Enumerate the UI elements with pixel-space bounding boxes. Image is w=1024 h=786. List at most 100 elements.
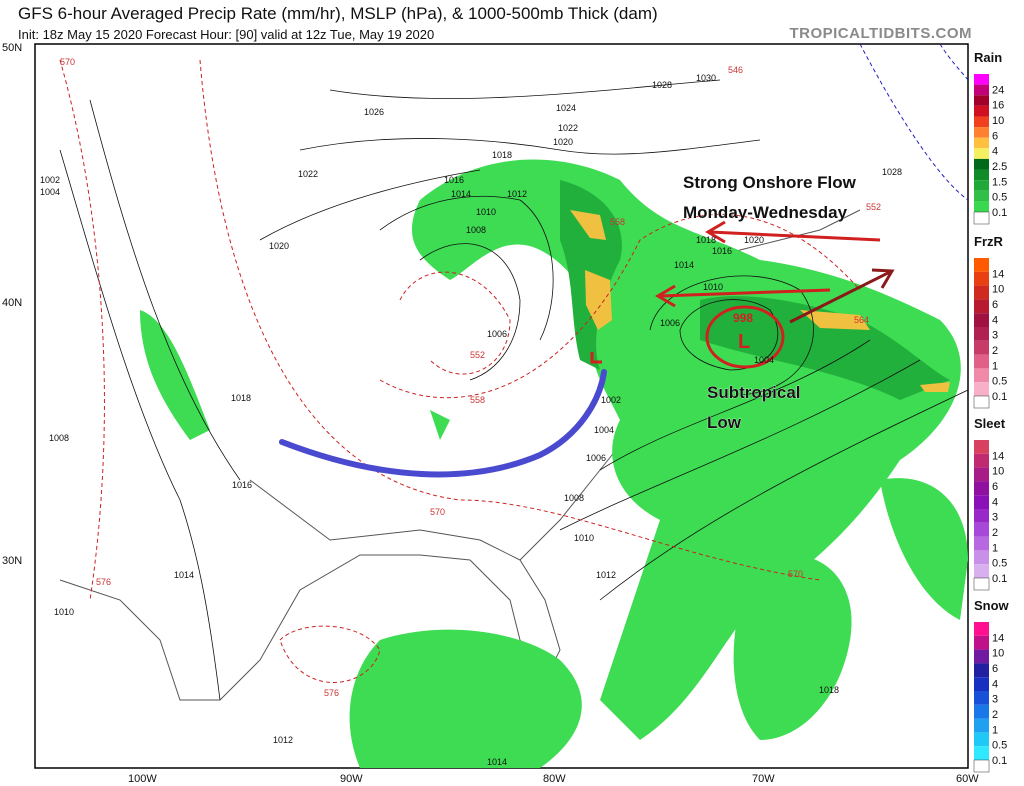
isobar-label: 1004 <box>40 187 60 197</box>
flow-arrows <box>655 220 881 308</box>
isobar-label: 1014 <box>487 757 507 767</box>
thickness-labels: 570 546 558 552 552 558 570 576 570 576 … <box>60 57 881 698</box>
legend-value: 1 <box>992 360 998 372</box>
legend-swatch-none <box>973 211 990 225</box>
brand-logo: TROPICALTIDBITS.COM <box>789 25 972 42</box>
legend-swatch <box>974 74 989 85</box>
legend-value: 3 <box>992 694 998 706</box>
isobar-label: 1004 <box>594 425 614 435</box>
legend-value: 10 <box>992 466 1004 478</box>
legend-value: 4 <box>992 496 998 508</box>
legend-value: 2 <box>992 709 998 721</box>
thickness-label: 576 <box>324 688 339 698</box>
isobar-label: 1012 <box>507 189 527 199</box>
isobar-label: 1018 <box>819 685 839 695</box>
legend-value: 0.5 <box>992 740 1007 752</box>
thickness-label: 570 <box>430 507 445 517</box>
thickness-label: 564 <box>854 315 869 325</box>
isobar-label: 1028 <box>882 167 902 177</box>
legend-value: 0.5 <box>992 192 1007 204</box>
legend-value: 6 <box>992 481 998 493</box>
legend-swatch <box>974 340 989 355</box>
legend-swatch <box>974 137 989 149</box>
legend-value: 0.5 <box>992 558 1007 570</box>
legend-value: 6 <box>992 663 998 675</box>
lon-label: 90W <box>340 773 363 785</box>
lon-label: 100W <box>128 773 157 785</box>
isobar-label: 1022 <box>298 169 318 179</box>
legend-swatch <box>974 382 989 396</box>
front-marker <box>590 352 602 364</box>
legend-value: 16 <box>992 100 1004 112</box>
legend-swatch <box>974 467 989 482</box>
legend-value: 3 <box>992 512 998 524</box>
legend-swatch <box>974 271 989 286</box>
map-title: GFS 6-hour Averaged Precip Rate (mm/hr),… <box>18 4 658 23</box>
legend-swatch <box>974 509 989 523</box>
isobar-label: 1018 <box>492 150 512 160</box>
legend-value: 10 <box>992 115 1004 127</box>
low-letter: L <box>738 331 750 353</box>
legend-swatch <box>974 105 989 117</box>
legend-swatch <box>974 116 989 128</box>
isobar-label: 1022 <box>558 123 578 133</box>
legend-title-frzr: FrzR <box>974 234 1004 249</box>
thickness-label: 576 <box>96 577 111 587</box>
legend-title-sleet: Sleet <box>974 416 1006 431</box>
isobar-label: 1008 <box>466 225 486 235</box>
legend-value: 0.1 <box>992 755 1007 767</box>
legend-swatch <box>974 285 989 300</box>
isobar-label: 1006 <box>660 318 680 328</box>
isobar-label: 1006 <box>586 453 606 463</box>
legend-swatch <box>974 635 989 650</box>
lat-label: 30N <box>2 555 22 567</box>
isobar-label: 1008 <box>564 493 584 503</box>
thickness-label: 570 <box>60 57 75 67</box>
legend-swatch <box>974 522 989 537</box>
isobar-label: 1020 <box>269 241 289 251</box>
low-circle <box>705 305 785 369</box>
legend-value: 0.1 <box>992 391 1007 403</box>
isobar-label: 1016 <box>444 175 464 185</box>
legend-value: 4 <box>992 678 998 690</box>
legend-value: 24 <box>992 84 1004 96</box>
legend-value: 0.1 <box>992 207 1007 219</box>
legend-swatch <box>974 691 989 705</box>
lat-label: 40N <box>2 297 22 309</box>
lon-label: 80W <box>543 773 566 785</box>
legend-value: 3 <box>992 330 998 342</box>
thickness-label: 558 <box>470 395 485 405</box>
isobar-label: 1014 <box>174 570 194 580</box>
legend-swatch <box>974 169 989 181</box>
isobar-label: 1028 <box>652 80 672 90</box>
legend-value: 0.1 <box>992 573 1007 585</box>
lon-label: 70W <box>752 773 775 785</box>
legend-value: 14 <box>992 632 1004 644</box>
legend-swatch <box>974 704 989 719</box>
legend-swatch <box>974 481 989 496</box>
isobar-label: 1006 <box>487 329 507 339</box>
legend-value: 10 <box>992 284 1004 296</box>
isobar-label: 1016 <box>232 480 252 490</box>
legend-value: 2 <box>992 345 998 357</box>
isobar-label: 1018 <box>231 393 251 403</box>
isobar-label: 1030 <box>696 73 716 83</box>
thickness-lines <box>59 59 861 683</box>
legend-value: 6 <box>992 130 998 142</box>
isobar-label: 1002 <box>601 395 621 405</box>
isobar-label: 1014 <box>674 260 694 270</box>
legend-title-rain: Rain <box>974 50 1002 65</box>
isobar-label: 1020 <box>553 137 573 147</box>
northeast-arrow <box>789 268 895 324</box>
isobar-lines <box>59 79 968 701</box>
legend-value: 0.5 <box>992 376 1007 388</box>
isobar-label: 1010 <box>574 533 594 543</box>
isobar-label: 1010 <box>476 207 496 217</box>
isobar-label: 1016 <box>712 246 732 256</box>
isobar-label: 1026 <box>364 107 384 117</box>
legend-swatch <box>974 564 989 578</box>
thickness-cold-lines <box>859 44 968 201</box>
legend-value: 1 <box>992 724 998 736</box>
thickness-label: 558 <box>610 217 625 227</box>
